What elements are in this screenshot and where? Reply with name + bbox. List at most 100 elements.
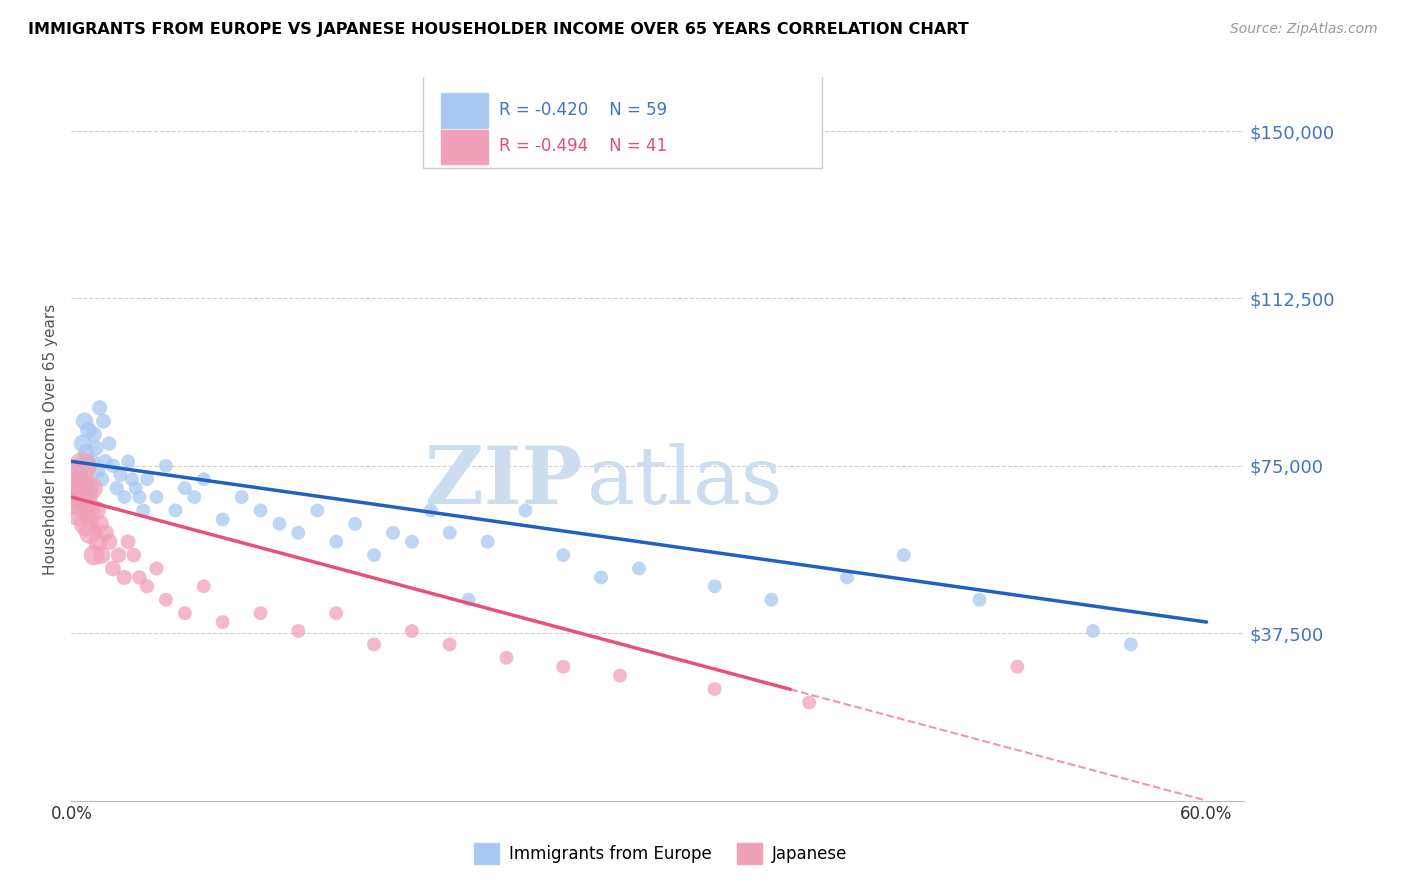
- Point: [609, 668, 631, 682]
- Point: [439, 637, 461, 651]
- Point: [307, 503, 329, 517]
- Point: [211, 615, 233, 629]
- Point: [145, 490, 167, 504]
- Point: [98, 436, 121, 450]
- Point: [128, 490, 150, 504]
- Point: [477, 534, 499, 549]
- Point: [132, 503, 155, 517]
- Point: [193, 472, 215, 486]
- Point: [67, 472, 90, 486]
- Point: [94, 525, 117, 540]
- Point: [703, 579, 725, 593]
- Point: [627, 561, 650, 575]
- Point: [401, 624, 423, 638]
- Point: [136, 579, 159, 593]
- Point: [63, 490, 86, 504]
- Point: [1007, 659, 1029, 673]
- Point: [401, 534, 423, 549]
- Point: [703, 681, 725, 696]
- Point: [73, 414, 96, 428]
- Point: [363, 548, 385, 562]
- Point: [553, 659, 575, 673]
- Text: ZIP: ZIP: [425, 443, 582, 522]
- Point: [249, 606, 271, 620]
- Legend: Immigrants from Europe, Japanese: Immigrants from Europe, Japanese: [468, 837, 853, 871]
- Point: [325, 534, 347, 549]
- Point: [287, 624, 309, 638]
- Point: [155, 458, 177, 473]
- Point: [495, 650, 517, 665]
- Text: Source: ZipAtlas.com: Source: ZipAtlas.com: [1230, 22, 1378, 37]
- Point: [101, 561, 124, 575]
- Point: [128, 570, 150, 584]
- Text: atlas: atlas: [588, 443, 783, 522]
- Text: R = -0.494    N = 41: R = -0.494 N = 41: [499, 137, 668, 155]
- FancyBboxPatch shape: [441, 129, 488, 164]
- Point: [72, 436, 94, 450]
- Point: [75, 516, 97, 531]
- Point: [249, 503, 271, 517]
- Point: [77, 503, 100, 517]
- Point: [84, 503, 107, 517]
- Point: [173, 606, 195, 620]
- Point: [110, 467, 132, 482]
- Point: [344, 516, 367, 531]
- Point: [457, 592, 479, 607]
- Point: [193, 579, 215, 593]
- Point: [90, 472, 112, 486]
- Point: [1119, 637, 1142, 651]
- Point: [799, 695, 821, 709]
- Point: [165, 503, 187, 517]
- Point: [591, 570, 613, 584]
- Point: [117, 534, 139, 549]
- Point: [112, 490, 135, 504]
- Point: [419, 503, 441, 517]
- Point: [94, 454, 117, 468]
- Point: [835, 570, 858, 584]
- Point: [1081, 624, 1104, 638]
- Point: [155, 592, 177, 607]
- Point: [98, 534, 121, 549]
- Point: [121, 472, 143, 486]
- Point: [63, 490, 86, 504]
- Point: [136, 472, 159, 486]
- Point: [893, 548, 915, 562]
- Point: [72, 458, 94, 473]
- Point: [325, 606, 347, 620]
- Point: [90, 548, 112, 562]
- Point: [183, 490, 205, 504]
- Point: [82, 454, 104, 468]
- Point: [122, 548, 145, 562]
- Point: [211, 512, 233, 526]
- Point: [761, 592, 783, 607]
- Point: [107, 548, 129, 562]
- Point: [117, 454, 139, 468]
- Point: [84, 441, 107, 455]
- Point: [66, 472, 89, 486]
- Text: R = -0.420    N = 59: R = -0.420 N = 59: [499, 101, 668, 119]
- Point: [93, 414, 115, 428]
- Point: [124, 481, 146, 495]
- Point: [79, 481, 101, 495]
- Point: [83, 427, 105, 442]
- Point: [75, 445, 97, 459]
- Point: [67, 503, 90, 517]
- Point: [439, 525, 461, 540]
- Point: [173, 481, 195, 495]
- Y-axis label: Householder Income Over 65 years: Householder Income Over 65 years: [44, 303, 58, 574]
- Point: [89, 516, 111, 531]
- Text: IMMIGRANTS FROM EUROPE VS JAPANESE HOUSEHOLDER INCOME OVER 65 YEARS CORRELATION : IMMIGRANTS FROM EUROPE VS JAPANESE HOUSE…: [28, 22, 969, 37]
- Point: [82, 481, 104, 495]
- Point: [83, 548, 105, 562]
- Point: [269, 516, 291, 531]
- Point: [381, 525, 404, 540]
- Point: [231, 490, 253, 504]
- Point: [112, 570, 135, 584]
- FancyBboxPatch shape: [441, 94, 488, 128]
- Point: [69, 458, 91, 473]
- Point: [105, 481, 128, 495]
- FancyBboxPatch shape: [423, 70, 823, 168]
- Point: [73, 490, 96, 504]
- Point: [969, 592, 991, 607]
- Point: [287, 525, 309, 540]
